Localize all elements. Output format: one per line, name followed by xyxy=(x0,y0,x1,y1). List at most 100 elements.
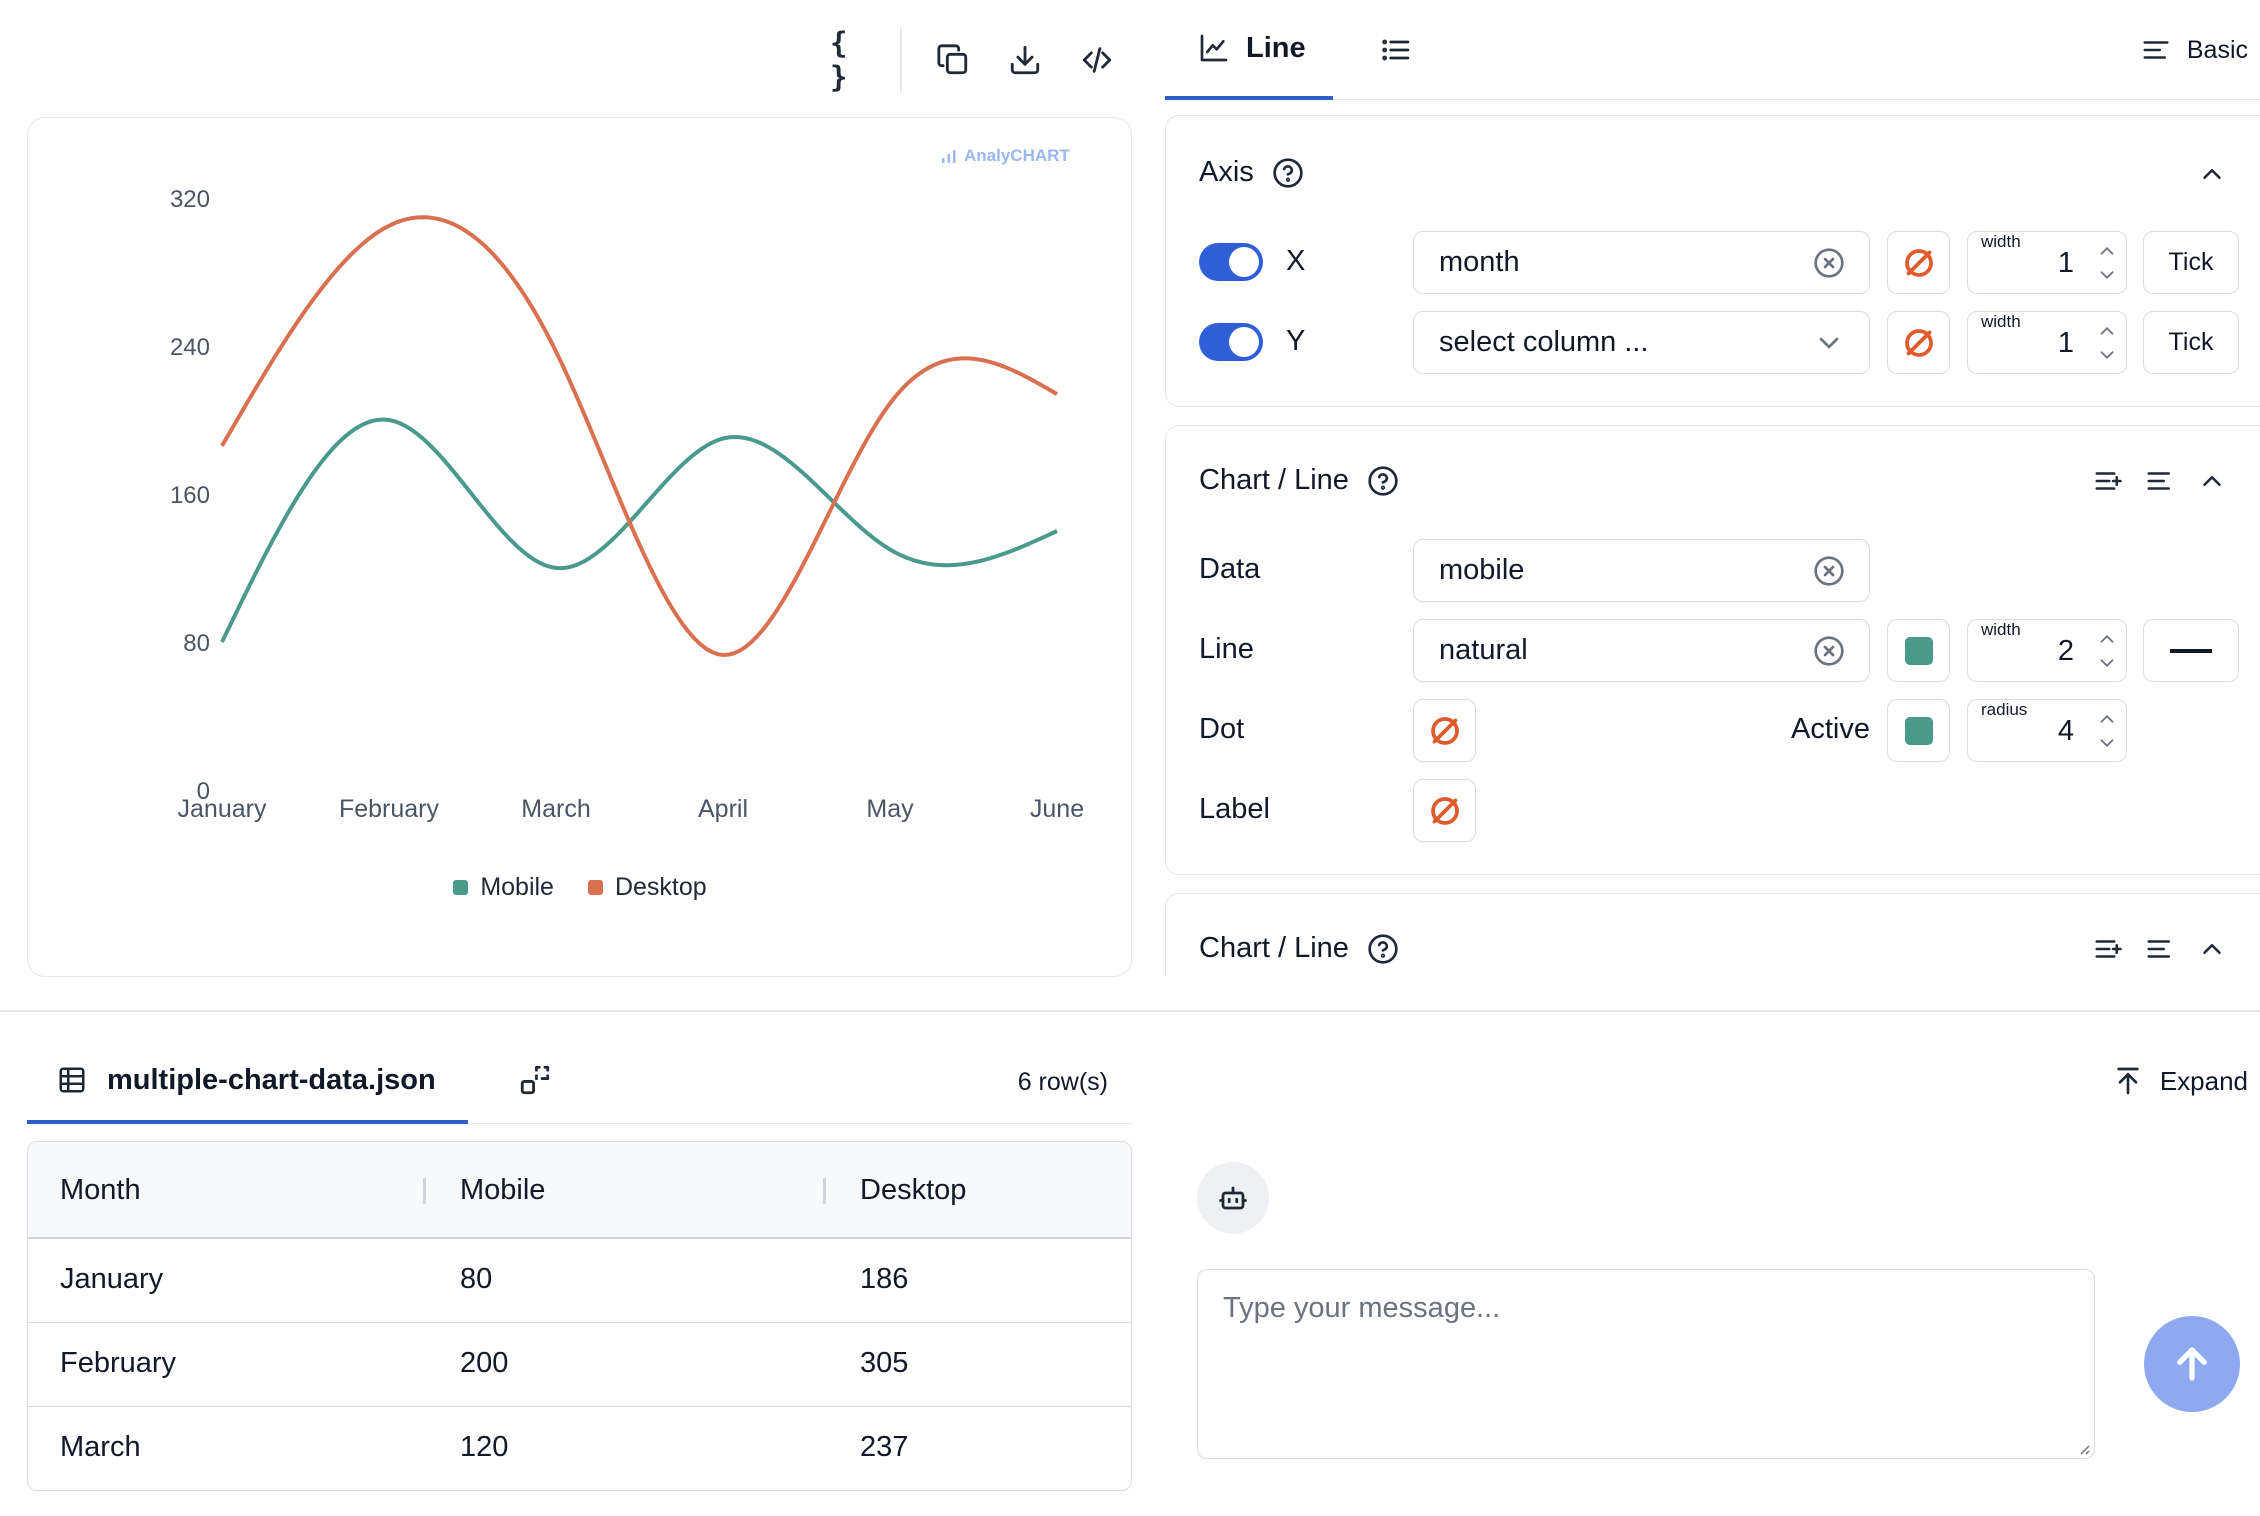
legend-label: Desktop xyxy=(614,873,707,901)
table-row[interactable]: January 80 186 xyxy=(28,1239,1131,1323)
stepper[interactable] xyxy=(2088,700,2126,761)
download-icon xyxy=(1010,45,1040,75)
y-axis-width-input[interactable]: width 1 xyxy=(1967,311,2127,374)
column-header-desktop[interactable]: Desktop xyxy=(860,1174,967,1206)
chat-message-input[interactable] xyxy=(1197,1269,2095,1459)
empty-set-icon xyxy=(1904,328,1933,357)
line-style-button[interactable] xyxy=(2143,619,2239,682)
align-left-icon[interactable] xyxy=(2145,934,2175,964)
watermark: AnalyCHART xyxy=(940,146,1070,166)
resize-handle-icon[interactable] xyxy=(2075,1440,2091,1456)
series-line-mobile xyxy=(220,417,1058,643)
y-tick-label: 0 xyxy=(197,778,210,805)
chevron-up-icon[interactable] xyxy=(2096,320,2118,342)
column-resizer[interactable] xyxy=(423,1178,426,1204)
tab-file[interactable]: multiple-chart-data.json xyxy=(27,1040,468,1124)
settings-panel[interactable]: Axis X month width 1 Tick Y xyxy=(1165,115,2260,977)
empty-set-icon xyxy=(1430,716,1459,745)
table-cell: 120 xyxy=(460,1431,509,1463)
table-cell: February xyxy=(60,1347,177,1379)
y-axis-color-none-button[interactable] xyxy=(1887,311,1950,374)
tab-list[interactable] xyxy=(1380,0,1450,100)
table-row[interactable]: March 120 237 xyxy=(28,1407,1131,1490)
panel-divider xyxy=(0,1010,2260,1012)
line-width-input[interactable]: width 2 xyxy=(1967,619,2127,682)
help-icon[interactable] xyxy=(1367,465,1399,497)
line-color-button[interactable] xyxy=(1887,619,1950,682)
select-region-button[interactable] xyxy=(517,1062,553,1098)
table-cell: 186 xyxy=(860,1263,909,1295)
table-header: Month Mobile Desktop xyxy=(28,1142,1131,1239)
y-axis-tick-button[interactable]: Tick xyxy=(2143,311,2239,374)
tab-line[interactable]: Line xyxy=(1165,0,1333,100)
x-tick-label: April xyxy=(698,795,748,823)
chevron-up-icon[interactable] xyxy=(2096,708,2118,730)
legend-item-desktop[interactable]: Desktop xyxy=(587,873,707,902)
y-axis-width-value: 1 xyxy=(2057,327,2074,359)
list-add-icon[interactable] xyxy=(2093,934,2123,964)
help-icon[interactable] xyxy=(1367,933,1399,965)
line-chart-icon xyxy=(1200,34,1228,62)
active-color-button[interactable] xyxy=(1887,699,1950,762)
axis-section-tools xyxy=(2197,159,2227,189)
x-axis-tick-button[interactable]: Tick xyxy=(2143,231,2239,294)
bot-icon xyxy=(1219,1186,1247,1210)
stepper[interactable] xyxy=(2088,620,2126,681)
download-button[interactable] xyxy=(1007,42,1043,78)
y-axis-width-label: width xyxy=(1981,312,2021,331)
toolbar-divider xyxy=(900,28,902,92)
x-axis-toggle[interactable] xyxy=(1199,243,1263,281)
align-left-icon xyxy=(2143,41,2169,59)
data-series-value: mobile xyxy=(1439,554,1525,586)
chevron-down-icon[interactable] xyxy=(2096,344,2118,366)
y-tick-label: 240 xyxy=(170,334,210,361)
empty-set-icon xyxy=(1430,796,1459,825)
json-view-button[interactable]: { } xyxy=(830,26,864,94)
legend-swatch xyxy=(587,880,603,895)
chevron-down-icon[interactable] xyxy=(1813,327,1845,359)
help-icon[interactable] xyxy=(1272,157,1304,189)
x-axis-column-select[interactable]: month xyxy=(1413,231,1870,294)
label-none-button[interactable] xyxy=(1413,779,1476,842)
list-add-icon[interactable] xyxy=(2093,466,2123,496)
chevron-up-icon[interactable] xyxy=(2096,628,2118,650)
column-resizer[interactable] xyxy=(823,1178,826,1204)
column-header-mobile[interactable]: Mobile xyxy=(460,1174,546,1206)
empty-set-icon xyxy=(1904,248,1933,277)
copy-button[interactable] xyxy=(935,42,971,78)
column-header-month[interactable]: Month xyxy=(60,1174,141,1206)
legend-item-mobile[interactable]: Mobile xyxy=(453,873,554,902)
chevron-down-icon[interactable] xyxy=(2096,732,2118,754)
list-icon xyxy=(1382,39,1410,61)
expand-button[interactable]: Expand xyxy=(2112,1065,2248,1097)
data-series-select[interactable]: mobile xyxy=(1413,539,1870,602)
stepper[interactable] xyxy=(2088,312,2126,373)
chart-line-section-tools xyxy=(2093,466,2227,496)
chevron-up-icon[interactable] xyxy=(2197,466,2227,496)
clear-icon[interactable] xyxy=(1813,247,1845,279)
dot-none-button[interactable] xyxy=(1413,699,1476,762)
table-row[interactable]: February 200 305 xyxy=(28,1323,1131,1407)
clear-icon[interactable] xyxy=(1813,555,1845,587)
clear-icon[interactable] xyxy=(1813,635,1845,667)
chevron-up-icon[interactable] xyxy=(2197,159,2227,189)
stepper[interactable] xyxy=(2088,232,2126,293)
chart-card xyxy=(27,117,1132,977)
x-axis-color-none-button[interactable] xyxy=(1887,231,1950,294)
chevron-up-icon[interactable] xyxy=(2197,934,2227,964)
table-cell: 305 xyxy=(860,1347,909,1379)
embed-code-button[interactable] xyxy=(1079,42,1115,78)
align-left-icon[interactable] xyxy=(2145,466,2175,496)
chevron-down-icon[interactable] xyxy=(2096,652,2118,674)
axis-title-text: Axis xyxy=(1199,156,1254,188)
basic-mode-button[interactable]: Basic xyxy=(2141,0,2248,100)
send-button[interactable] xyxy=(2144,1316,2240,1412)
radius-input[interactable]: radius 4 xyxy=(1967,699,2127,762)
line-curve-select[interactable]: natural xyxy=(1413,619,1870,682)
y-axis-column-select[interactable]: select column ... xyxy=(1413,311,1870,374)
table-icon xyxy=(59,1067,85,1093)
chevron-down-icon[interactable] xyxy=(2096,264,2118,286)
chevron-up-icon[interactable] xyxy=(2096,240,2118,262)
x-axis-width-input[interactable]: width 1 xyxy=(1967,231,2127,294)
y-axis-toggle[interactable] xyxy=(1199,323,1263,361)
